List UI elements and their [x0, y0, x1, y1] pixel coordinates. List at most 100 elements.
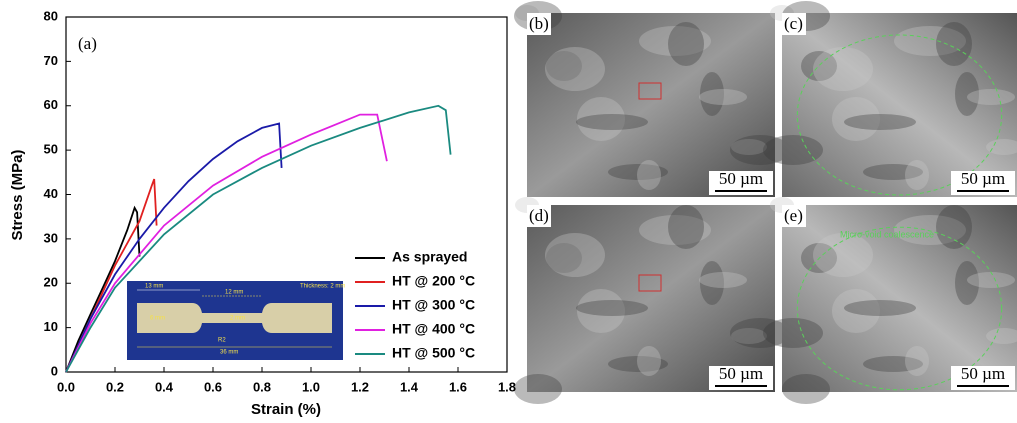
y-tick-label: 10 — [44, 319, 58, 334]
legend-label: HT @ 300 °C — [392, 297, 475, 313]
sem-texture — [782, 374, 830, 404]
sem-image — [527, 13, 775, 197]
panel-label: (b) — [529, 14, 549, 33]
sem-texture — [905, 160, 929, 190]
sem-texture — [763, 318, 823, 348]
sem-texture — [832, 289, 880, 333]
x-tick-label: 1.4 — [400, 379, 419, 394]
sem-texture — [608, 164, 668, 180]
y-tick-label: 30 — [44, 230, 58, 245]
panel-label: (a) — [78, 34, 97, 53]
sem-texture — [514, 374, 562, 404]
sem-texture — [844, 114, 916, 130]
sem-texture — [986, 139, 1017, 155]
scale-label: 50 µm — [719, 169, 763, 188]
panel-label: (d) — [529, 206, 549, 225]
highlight-box — [638, 274, 662, 292]
legend-label: HT @ 400 °C — [392, 321, 475, 337]
sem-texture — [730, 318, 790, 348]
y-tick-label: 40 — [44, 186, 58, 201]
x-tick-label: 1.8 — [498, 379, 516, 394]
sem-texture — [731, 328, 767, 344]
series-line — [65, 113, 388, 373]
series-line — [65, 104, 452, 373]
sem-texture — [731, 139, 767, 155]
sem-texture — [894, 26, 966, 56]
sem-texture — [545, 233, 605, 277]
highlight-circle — [796, 34, 1003, 196]
inset-label: 2 mm — [230, 316, 245, 322]
sem-texture — [832, 97, 880, 141]
y-tick-label: 20 — [44, 275, 58, 290]
sem-texture — [967, 89, 1015, 105]
sem-texture — [639, 215, 711, 245]
sem-texture — [955, 261, 979, 305]
y-tick-label: 80 — [44, 8, 58, 23]
sem-texture — [699, 272, 747, 288]
sem-texture — [894, 215, 966, 245]
panel-note: Micro-void coalescence — [840, 229, 934, 239]
sem-texture — [801, 51, 837, 81]
inset-photo — [127, 281, 343, 360]
sem-texture — [546, 51, 582, 81]
sem-texture — [608, 356, 668, 372]
scale-label: 50 µm — [961, 364, 1005, 383]
sem-texture — [905, 346, 929, 376]
label-bg — [782, 205, 806, 227]
x-tick-label: 1.6 — [449, 379, 467, 394]
sem-texture — [936, 205, 972, 249]
legend-label: HT @ 500 °C — [392, 345, 475, 361]
sem-texture — [637, 160, 661, 190]
x-tick-label: 1.2 — [351, 379, 369, 394]
sem-texture — [813, 233, 873, 277]
y-axis-title: Stress (MPa) — [9, 150, 26, 241]
y-tick-label: 50 — [44, 142, 58, 157]
sem-texture — [576, 114, 648, 130]
sem-texture — [668, 205, 704, 249]
legend-label: As sprayed — [392, 249, 467, 265]
sem-texture — [967, 272, 1015, 288]
sem-texture — [955, 72, 979, 116]
sem-texture — [700, 261, 724, 305]
panel-label: (c) — [784, 14, 803, 33]
highlight-circle — [796, 226, 1003, 391]
panel-label: (e) — [784, 206, 803, 225]
sem-texture — [763, 135, 823, 165]
sem-texture — [639, 26, 711, 56]
sem-texture — [730, 135, 790, 165]
x-tick-label: 0.6 — [204, 379, 222, 394]
sem-texture — [637, 346, 661, 376]
inset-label: Thickness: 2 mm — [300, 284, 345, 290]
scale-label: 50 µm — [961, 169, 1005, 188]
scale-label: 50 µm — [719, 364, 763, 383]
sem-texture — [700, 72, 724, 116]
sem-texture — [546, 243, 582, 273]
sem-texture — [577, 289, 625, 333]
sem-texture — [545, 47, 605, 91]
sem-texture — [576, 300, 648, 316]
inset-label: 36 mm — [220, 350, 238, 356]
series-line — [65, 205, 141, 373]
label-bg — [782, 13, 806, 35]
sem-texture — [577, 97, 625, 141]
sem-texture — [936, 22, 972, 66]
y-tick-label: 70 — [44, 53, 58, 68]
x-tick-label: 0.2 — [106, 379, 124, 394]
sem-image — [527, 205, 775, 392]
highlight-box — [638, 82, 662, 100]
inset-label: 12 mm — [225, 290, 243, 296]
y-tick-label: 60 — [44, 97, 58, 112]
sem-texture — [863, 356, 923, 372]
sem-texture — [699, 89, 747, 105]
y-tick-label: 0 — [51, 363, 58, 378]
inset-label: 13 mm — [145, 284, 163, 290]
sem-texture — [844, 300, 916, 316]
x-tick-label: 0.0 — [57, 379, 75, 394]
sem-texture — [813, 47, 873, 91]
x-tick-label: 0.4 — [155, 379, 174, 394]
sem-texture — [863, 164, 923, 180]
inset-label: 6 mm — [150, 316, 165, 322]
x-tick-label: 0.8 — [253, 379, 271, 394]
label-bg — [527, 205, 551, 227]
